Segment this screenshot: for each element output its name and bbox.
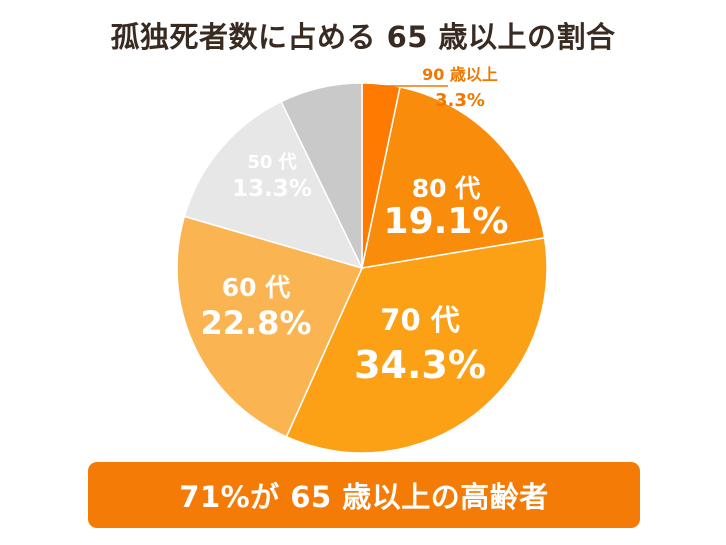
pie-slice-6 [280, 82, 363, 269]
slice-value-5: 13.3% [232, 176, 312, 202]
summary-banner: 71%が 65 歳以上の高齢者 [88, 462, 640, 528]
slice-label-4: 60 代 [222, 273, 291, 302]
slice-value-2: 19.1% [384, 201, 509, 242]
slice-label-3: 70 代 [380, 303, 459, 337]
slice-value-1: 3.3% [435, 90, 485, 111]
slice-value-3: 34.3% [354, 343, 486, 387]
pie-slice-2 [361, 86, 546, 269]
slice-label-1: 90 歳以上 [422, 65, 498, 84]
slice-value-4: 22.8% [200, 304, 311, 342]
slice-label-5: 50 代 [247, 152, 296, 173]
pie-slice-5 [183, 100, 364, 270]
pie-slice-4 [176, 215, 364, 438]
chart-title: 孤独死者数に占める 65 歳以上の割合 [110, 20, 616, 54]
slice-label-2: 80 代 [412, 174, 481, 203]
